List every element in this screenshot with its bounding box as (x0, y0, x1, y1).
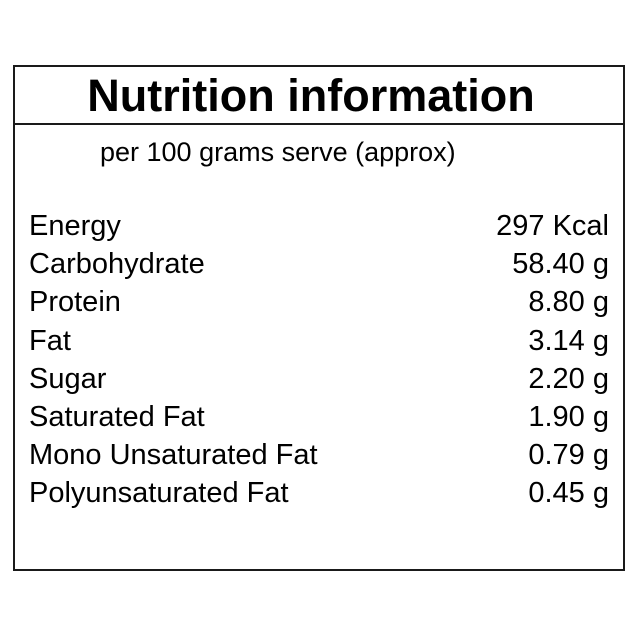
nutrient-value: 0.45 g (528, 477, 609, 510)
nutrition-label: Nutrition information per 100 grams serv… (13, 65, 625, 571)
nutrient-name: Carbohydrate (29, 248, 205, 281)
nutrient-value: 2.20 g (528, 362, 609, 395)
nutrient-row-energy: Energy 297 Kcal (29, 207, 609, 245)
nutrient-value: 8.80 g (528, 286, 609, 319)
nutrient-name: Mono Unsaturated Fat (29, 439, 318, 472)
nutrient-name: Polyunsaturated Fat (29, 477, 289, 510)
nutrient-row-saturated-fat: Saturated Fat 1.90 g (29, 398, 609, 436)
label-title: Nutrition information (15, 67, 623, 125)
nutrient-name: Protein (29, 286, 121, 319)
serving-description: per 100 grams serve (approx) (100, 137, 456, 167)
nutrient-row-fat: Fat 3.14 g (29, 322, 609, 360)
nutrient-row-mono-unsaturated-fat: Mono Unsaturated Fat 0.79 g (29, 436, 609, 474)
nutrient-list: Energy 297 Kcal Carbohydrate 58.40 g Pro… (29, 207, 609, 513)
nutrient-value: 58.40 g (512, 248, 609, 281)
nutrient-value: 297 Kcal (496, 210, 609, 242)
nutrient-row-protein: Protein 8.80 g (29, 283, 609, 321)
nutrient-name: Saturated Fat (29, 400, 205, 433)
nutrient-row-sugar: Sugar 2.20 g (29, 360, 609, 398)
nutrient-value: 1.90 g (528, 400, 609, 433)
nutrient-name: Fat (29, 324, 71, 357)
nutrient-row-carbohydrate: Carbohydrate 58.40 g (29, 245, 609, 283)
nutrient-name: Sugar (29, 362, 107, 395)
nutrient-name: Energy (29, 210, 121, 242)
nutrient-value: 3.14 g (528, 324, 609, 357)
nutrient-value: 0.79 g (528, 439, 609, 472)
nutrient-row-polyunsaturated-fat: Polyunsaturated Fat 0.45 g (29, 474, 609, 512)
